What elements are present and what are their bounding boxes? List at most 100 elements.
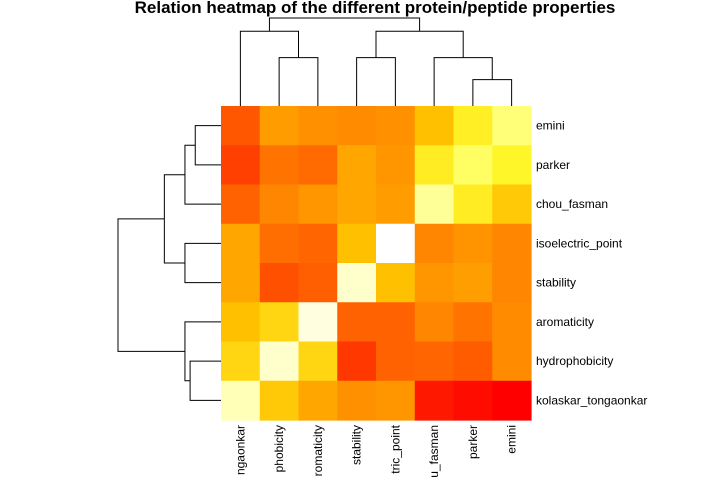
dendrogram-branch xyxy=(278,57,319,106)
heatmap-cell xyxy=(259,380,300,421)
column-label: stability xyxy=(350,425,364,465)
heatmap-cell xyxy=(414,302,455,343)
row-label: chou_fasman xyxy=(536,197,608,211)
column-label: u_fasman xyxy=(427,425,441,478)
heatmap-cell xyxy=(376,184,416,225)
heatmap-cell xyxy=(221,184,261,225)
dendrogram-branch xyxy=(472,79,513,106)
heatmap-cell xyxy=(414,145,455,186)
column-label: parker xyxy=(466,425,480,459)
heatmap-cell xyxy=(414,380,455,421)
heatmap-cell xyxy=(453,263,493,303)
heatmap-cell xyxy=(298,380,338,421)
column-label: romaticity xyxy=(311,425,325,476)
column-dendrogram xyxy=(239,17,513,106)
heatmap-cell xyxy=(221,341,261,382)
heatmap-cell xyxy=(221,223,261,264)
heatmap-cell xyxy=(298,184,338,225)
row-dendrogram xyxy=(117,125,221,401)
dendrogram-branch xyxy=(184,242,221,284)
heatmap-cell xyxy=(337,106,377,146)
heatmap-cell xyxy=(376,302,416,343)
heatmap-cell xyxy=(337,341,377,382)
heatmap-cell xyxy=(492,263,532,303)
heatmap-cell xyxy=(492,341,532,382)
heatmap-cell xyxy=(453,145,493,186)
heatmap-cell xyxy=(259,184,300,225)
heatmap-cell xyxy=(453,106,493,146)
heatmap-cell xyxy=(453,184,493,225)
dendrogram-branch xyxy=(163,174,185,264)
heatmap-cell xyxy=(337,223,377,264)
heatmap-cell xyxy=(337,184,377,225)
heatmap-cell xyxy=(492,106,532,146)
row-label: kolaskar_tongaonkar xyxy=(536,393,647,407)
dendrogram-branch xyxy=(194,125,221,166)
heatmap-cell xyxy=(453,223,493,264)
heatmap-cell xyxy=(221,263,261,303)
column-label: emini xyxy=(505,425,519,454)
row-label: isoelectric_point xyxy=(536,236,623,250)
heatmap-cell xyxy=(414,223,455,264)
dendrogram-branch xyxy=(433,57,493,106)
heatmap-cell xyxy=(453,302,493,343)
heatmap-cells xyxy=(221,106,532,421)
row-label: aromaticity xyxy=(536,315,594,329)
dendrogram-branch xyxy=(184,144,221,205)
heatmap-cell xyxy=(492,302,532,343)
heatmap-cell xyxy=(492,184,532,225)
heatmap-cell xyxy=(298,263,338,303)
heatmap-cell xyxy=(337,145,377,186)
row-labels: emini parker chou_fasman isoelectric_points… xyxy=(536,119,647,408)
dendrogram-branch xyxy=(375,30,464,58)
heatmap-cell xyxy=(376,263,416,303)
heatmap-cell xyxy=(337,263,377,303)
column-label: tric_point xyxy=(388,424,402,473)
heatmap-cell xyxy=(298,341,338,382)
heatmap-cell xyxy=(221,106,261,146)
heatmap-cell xyxy=(259,223,300,264)
heatmap-cell xyxy=(376,145,416,186)
heatmap-cell xyxy=(376,380,416,421)
heatmap-cell xyxy=(492,223,532,264)
row-label: emini xyxy=(536,119,565,133)
heatmap-cell xyxy=(298,302,338,343)
heatmap-cell xyxy=(337,380,377,421)
heatmap-cell xyxy=(492,145,532,186)
heatmap-cell xyxy=(259,145,300,186)
heatmap-cell xyxy=(414,106,455,146)
heatmap-cell xyxy=(298,106,338,146)
row-label: stability xyxy=(536,276,576,290)
heatmap-cell xyxy=(298,145,338,186)
heatmap-cell xyxy=(492,380,532,421)
heatmap-cell xyxy=(221,302,261,343)
heatmap-cell xyxy=(376,341,416,382)
column-label: ngaonkar xyxy=(233,425,247,475)
column-label: phobicity xyxy=(272,425,286,472)
heatmap-cell xyxy=(259,302,300,343)
heatmap-cell xyxy=(298,223,338,264)
chart-title: Relation heatmap of the different protei… xyxy=(135,0,616,17)
heatmap-cell xyxy=(337,302,377,343)
column-labels: ngaonkar phobicity romaticity stability tric… xyxy=(233,424,518,477)
row-label: hydrophobicity xyxy=(536,354,613,368)
dendrogram-branch xyxy=(268,17,421,32)
heatmap-cell xyxy=(453,341,493,382)
dendrogram-branch xyxy=(239,30,299,106)
heatmap-cell xyxy=(414,184,455,225)
heatmap-cell xyxy=(221,145,261,186)
dendrogram-branch xyxy=(117,218,185,352)
heatmap-cell xyxy=(414,263,455,303)
dendrogram-branch xyxy=(189,360,221,401)
heatmap-cell xyxy=(221,380,261,421)
row-label: parker xyxy=(536,158,570,172)
heatmap-cell xyxy=(414,341,455,382)
heatmap-cell xyxy=(376,223,416,264)
heatmap-cell xyxy=(376,106,416,146)
dendrogram-branch xyxy=(356,57,396,106)
heatmap-cell xyxy=(259,106,300,146)
heatmap-cell xyxy=(259,341,300,382)
heatmap-cell xyxy=(259,263,300,303)
heatmap-cell xyxy=(453,380,493,421)
